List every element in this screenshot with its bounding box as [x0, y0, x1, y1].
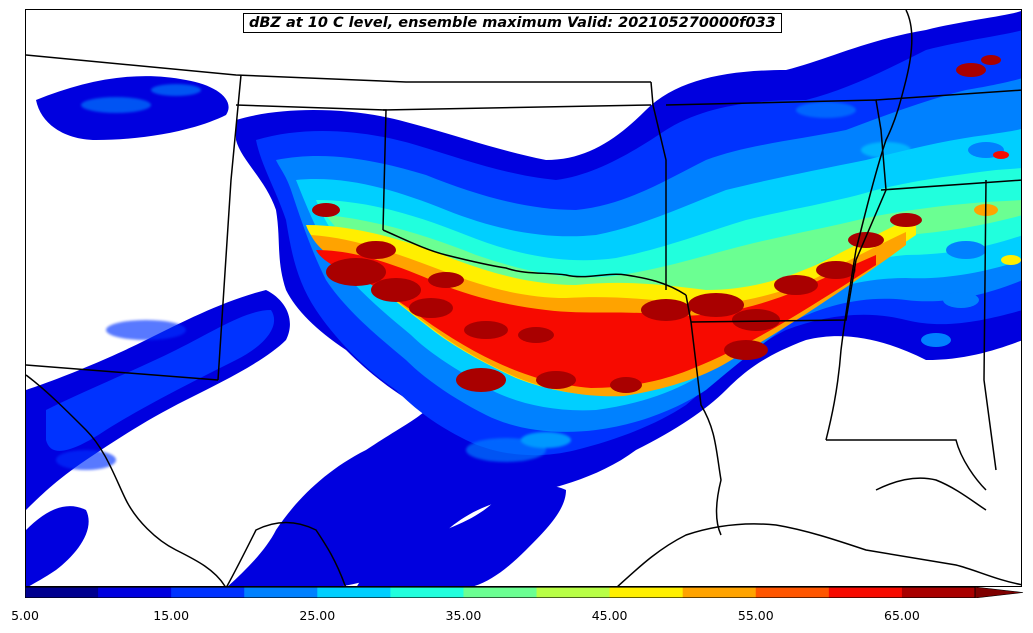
colorbar-segment: [25, 587, 99, 598]
boundaries: [26, 10, 1021, 586]
colorbar-tick-label: 65.00: [884, 608, 920, 623]
colorbar-segment: [609, 587, 684, 598]
colorbar-tick-label: 55.00: [737, 608, 774, 623]
reflectivity-field: [26, 10, 1021, 586]
mississippi-east-border: [875, 89, 1021, 101]
reflectivity-band-5-southwest: [26, 506, 89, 586]
colorbar-segment: [755, 587, 830, 598]
louisiana-coast: [875, 477, 987, 511]
intense-cells: [312, 55, 1001, 393]
colorado-border: [217, 74, 242, 381]
colorbar-tick-label: 15.00: [153, 608, 190, 623]
colorbar-segment: [463, 587, 538, 598]
map-panel: [25, 9, 1022, 587]
alabama-border: [983, 179, 997, 471]
missouri-west-border: [650, 81, 667, 290]
reflectivity-map: [26, 10, 1021, 586]
map-title: dBZ at 10 C level, ensemble maximum Vali…: [243, 13, 782, 33]
rio-grande: [26, 374, 226, 586]
colorbar-segment: [682, 587, 757, 598]
reflectivity-band-60: [316, 250, 876, 388]
colorbar-extend-arrow: [974, 587, 1024, 598]
colorbar-segment: [317, 587, 391, 598]
colorbar-segment: [536, 587, 611, 598]
colorbar-segment: [244, 587, 318, 598]
colorbar-segment: [98, 587, 172, 598]
colorbar-segment: [901, 587, 976, 598]
colorbar: [25, 587, 1024, 598]
louisiana-south-border: [826, 439, 987, 491]
new-mexico-texas-border: [26, 364, 219, 381]
texas-mexico-border: [226, 521, 347, 586]
red-river: [382, 229, 687, 296]
tennessee-border: [880, 179, 1021, 191]
louisiana-border: [685, 294, 722, 536]
colorbar-outline: [25, 587, 976, 598]
colorbar-segment: [171, 587, 245, 598]
kansas-nebraska-border: [26, 54, 651, 83]
reflectivity-band-5-south: [357, 485, 566, 586]
reflectivity-texture: [56, 84, 911, 470]
oklahoma-north-border: [382, 104, 652, 111]
eastern-cells: [921, 142, 1021, 347]
colorbar-tick-label: 45.00: [591, 608, 628, 623]
colorbar-tick-label: 25.00: [299, 608, 336, 623]
colorbar-tick-label: 5.00: [11, 608, 39, 623]
mississippi-river: [825, 10, 913, 441]
colorbar-segment: [828, 587, 903, 598]
colorbar-tick-label: 35.00: [445, 608, 482, 623]
reflectivity-band-15-west: [46, 310, 275, 451]
colorbar-segment: [390, 587, 464, 598]
gulf-coast: [617, 523, 1021, 586]
